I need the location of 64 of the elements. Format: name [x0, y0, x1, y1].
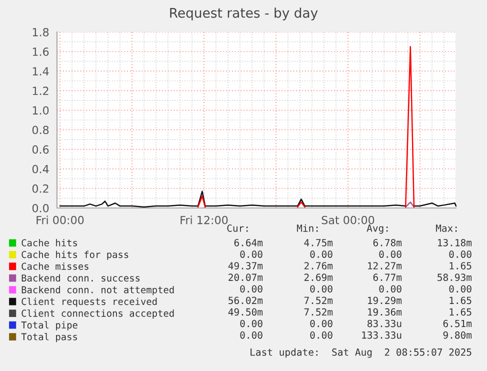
text: 0.00 [240, 285, 262, 293]
legend-label: Backend conn. success [22, 274, 140, 282]
x-tick-label: Fri 12:00 [180, 216, 228, 224]
legend-label: Client connections accepted [22, 309, 174, 319]
y-tick-label: 1.6 [32, 48, 49, 56]
y-tick-label: 1.8 [32, 28, 49, 36]
text: 56.02m [228, 296, 263, 304]
text: Cur: [227, 224, 248, 232]
text: 58.93m [438, 274, 472, 281]
text: 6.51m [443, 320, 472, 328]
text: 6.77m [373, 274, 402, 281]
text: 0.00 [379, 250, 402, 258]
text: Last update: Sat Aug 2 08:55:07 2025 [250, 348, 472, 358]
text: 9.80m [443, 331, 472, 339]
text: 19.36m [368, 308, 402, 316]
x-tick-label: Sat 00:00 [322, 216, 374, 224]
text: 0.00 [449, 285, 472, 293]
y-tick-label: 1.0 [32, 106, 49, 115]
text: Max: [436, 224, 457, 232]
text: 7.52m [304, 296, 333, 304]
legend-label: Backend conn. not attempted [22, 286, 174, 296]
text: 0.00 [310, 320, 332, 328]
legend-label: Cache misses [22, 262, 88, 270]
text: 0.00 [310, 285, 332, 293]
legend-label: Client requests received [22, 298, 157, 307]
y-tick-label: 0.0 [32, 204, 49, 212]
legend-label: Cache hits for pass [22, 250, 128, 260]
text: 12.27m [368, 262, 402, 270]
text: Avg: [366, 224, 388, 234]
text: 1.65 [450, 296, 472, 304]
text: 6.64m [234, 238, 263, 246]
legend-label: Total pipe [21, 321, 78, 330]
text: 6.78m [373, 238, 402, 246]
x-tick-label: Fri 00:00 [36, 216, 84, 224]
y-tick-label: 0.6 [32, 145, 49, 154]
y-tick-label: 1.2 [32, 86, 48, 95]
text: 0.00 [310, 250, 332, 258]
legend-label: Cache hits [22, 239, 77, 246]
y-tick-label: 0.4 [32, 164, 49, 174]
y-tick-label: 0.2 [32, 184, 48, 193]
text: 7.52m [304, 308, 333, 316]
text: 133.33u [362, 331, 402, 339]
text: 1.65 [450, 308, 472, 316]
text: 19.29m [368, 296, 402, 304]
text: 2.76m [304, 262, 333, 270]
text: 0.00 [310, 331, 332, 339]
text: 1.65 [450, 262, 472, 270]
legend-label: Total pass [21, 332, 77, 342]
text: 0.00 [379, 285, 402, 293]
text: 20.07m [228, 274, 263, 281]
text: 0.00 [240, 331, 262, 339]
y-tick-label: 0.8 [32, 126, 49, 134]
text: 13.18m [438, 238, 472, 246]
text: 83.33u [368, 320, 402, 328]
text: 2.69m [304, 274, 333, 281]
text: 49.37m [228, 262, 263, 270]
text: 0.00 [449, 250, 472, 258]
text: 0.00 [240, 250, 262, 258]
text: 49.50m [228, 308, 263, 316]
text: 4.75m [304, 239, 333, 246]
text: Min: [296, 224, 318, 232]
y-tick-label: 1.4 [32, 67, 49, 76]
text: 0.00 [240, 320, 262, 328]
chart-title: Request rates - by day [170, 8, 318, 20]
